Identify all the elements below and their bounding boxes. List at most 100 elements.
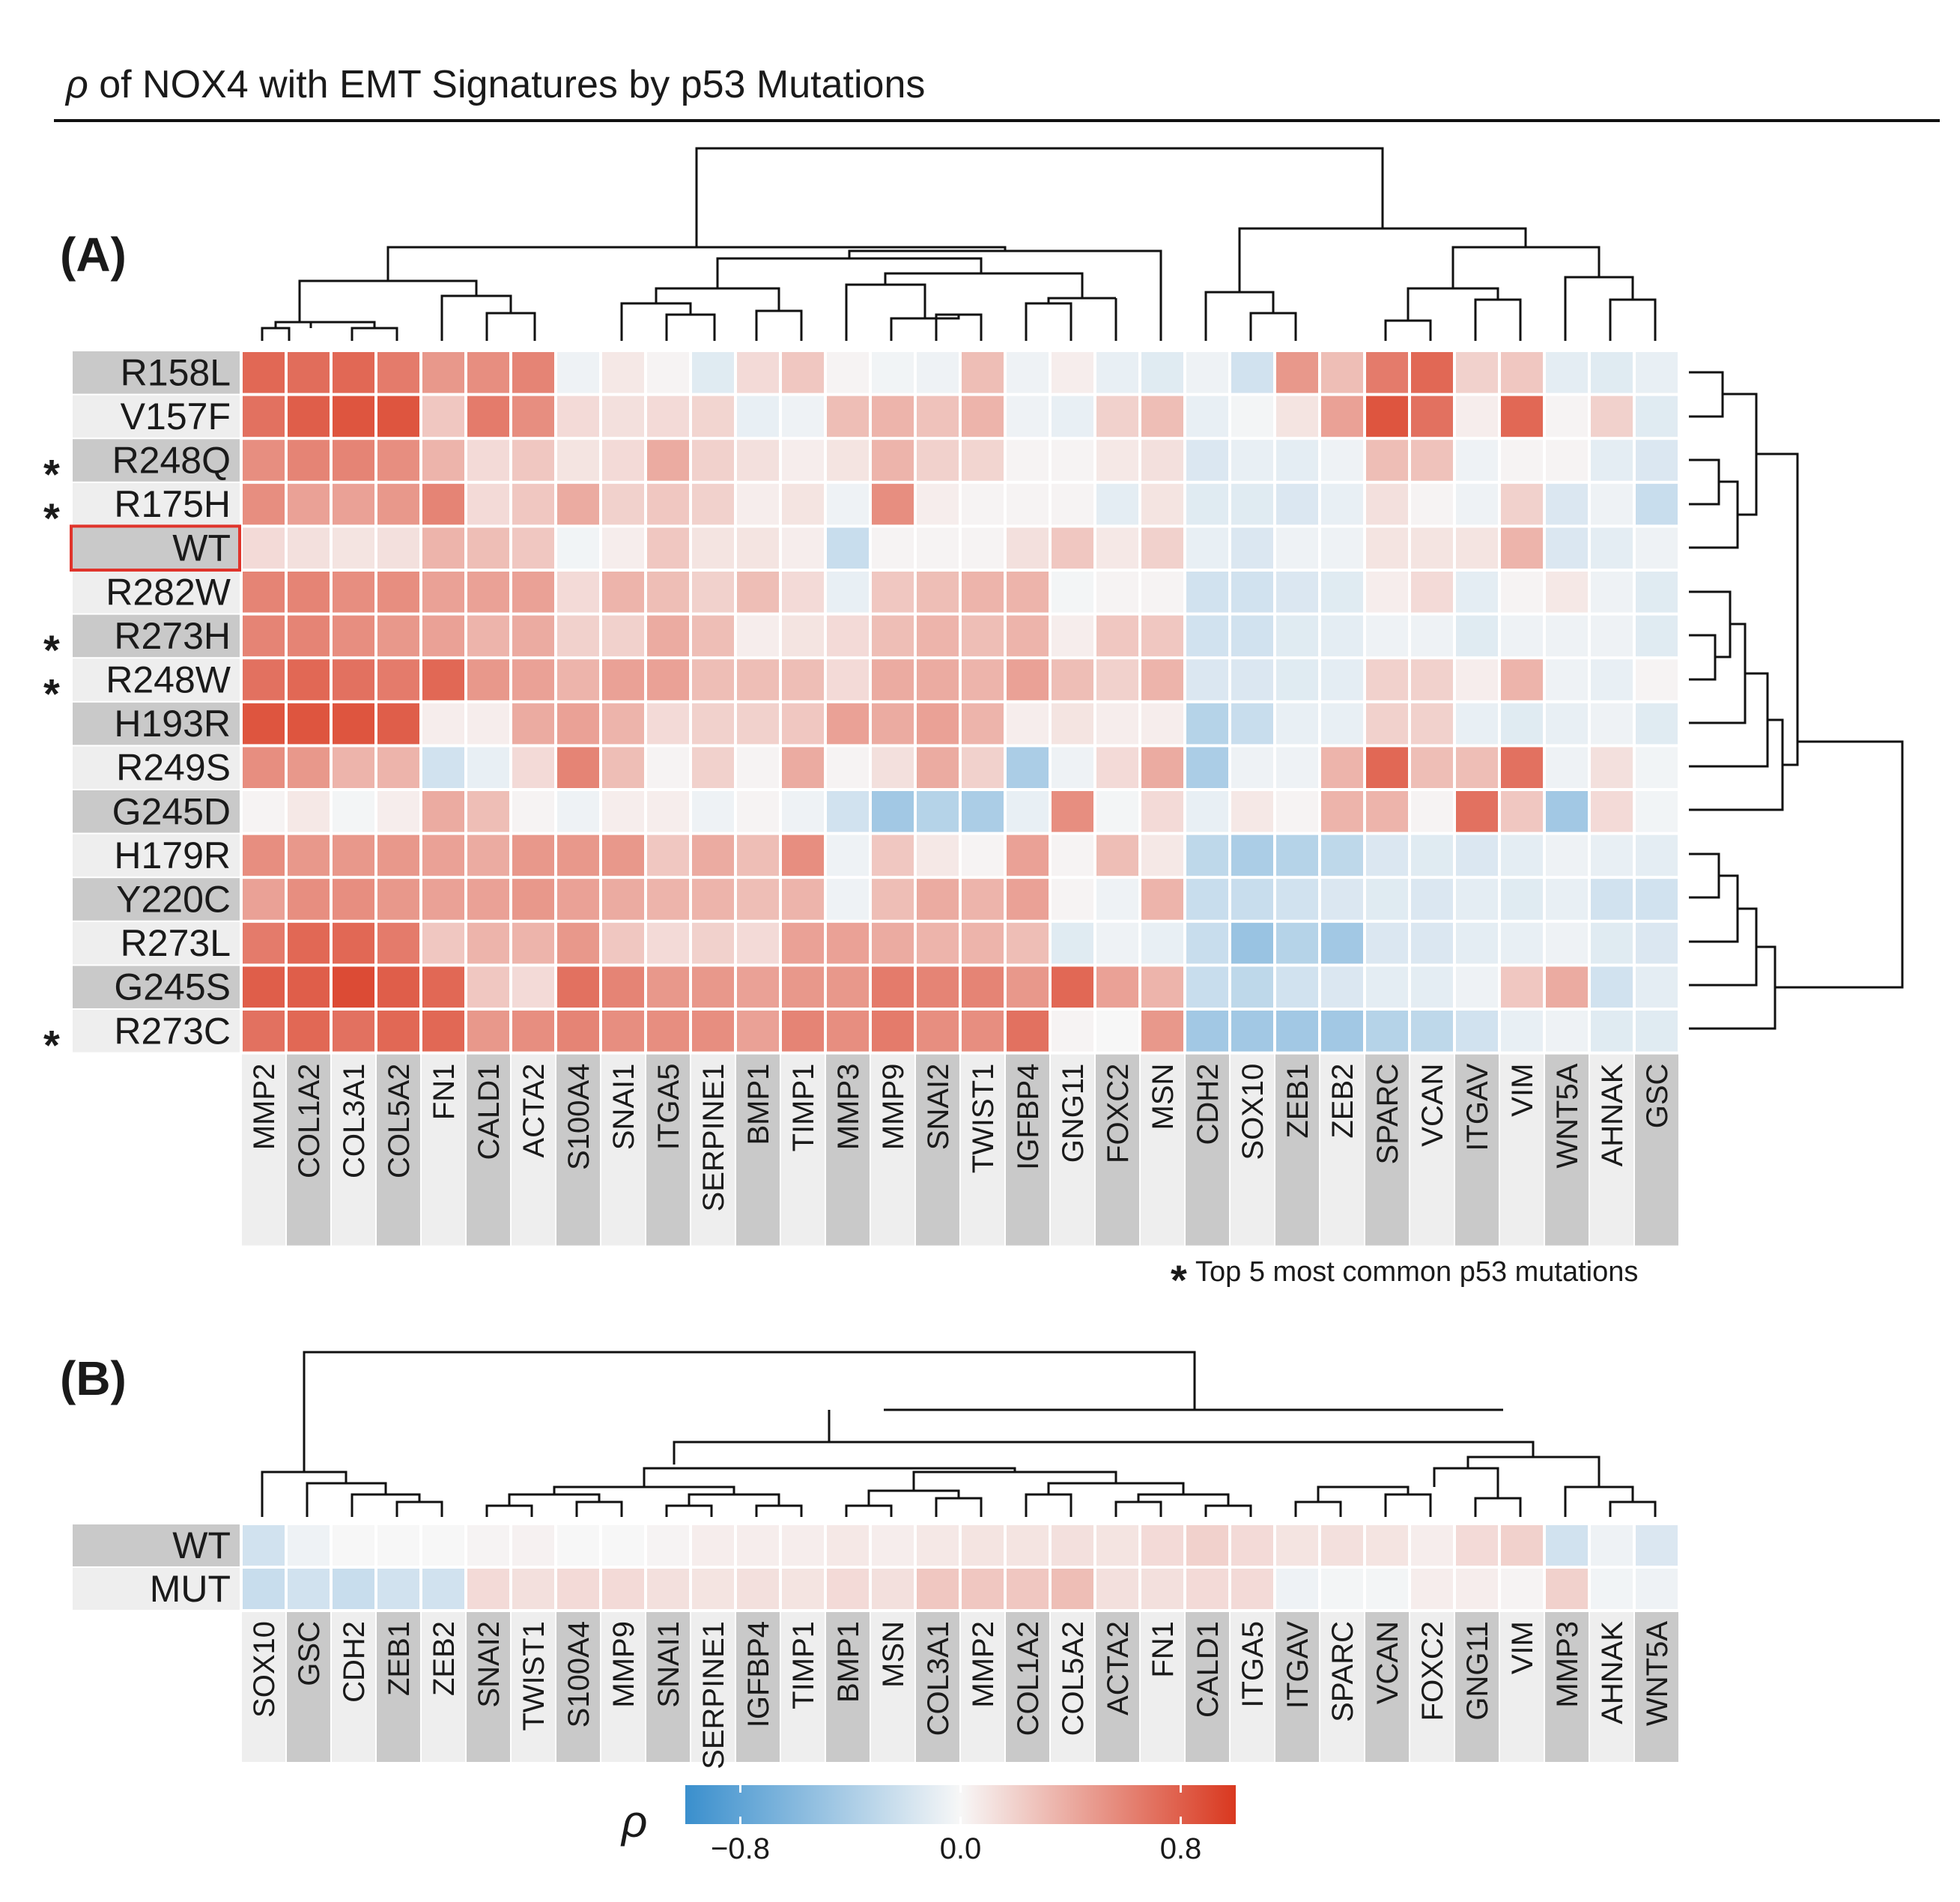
- colorbar-ticks: −0.8 0.0 0.8: [711, 1785, 1201, 1865]
- heatmap-cell: [1546, 1011, 1588, 1052]
- dendro-a-col-branch: [1047, 297, 1116, 303]
- heatmap-cell: [917, 835, 959, 876]
- heatmap-cell: [1456, 1011, 1498, 1052]
- heatmap-cell: [557, 396, 599, 437]
- heatmap-cell: [962, 615, 1004, 657]
- heatmap-cell: [377, 396, 419, 437]
- heatmap-cell: [1546, 615, 1588, 657]
- footnote-star: *: [1171, 1256, 1187, 1303]
- column-label-band: [287, 1612, 330, 1762]
- column-label: ITGAV: [1281, 1621, 1314, 1709]
- column-label-band: [1186, 1612, 1229, 1762]
- dendro-b-branch: [1137, 1493, 1230, 1506]
- heatmap-cell: [1501, 747, 1543, 788]
- heatmap-cell: [1231, 1569, 1273, 1609]
- heatmap-cell: [782, 703, 824, 745]
- heatmap-cell: [1546, 747, 1588, 788]
- heatmap-cell: [737, 527, 779, 569]
- heatmap-cell: [1591, 922, 1633, 964]
- panel-a-label: (A): [60, 228, 127, 282]
- heatmap-cell: [288, 572, 330, 613]
- heatmap-cell: [422, 703, 464, 745]
- column-label: WNT5A: [1641, 1621, 1674, 1726]
- wt-highlight-box: [70, 524, 241, 572]
- heatmap-cell: [1591, 966, 1633, 1008]
- heatmap-cell: [557, 572, 599, 613]
- row-label: R282W: [106, 571, 231, 613]
- heatmap-cell: [647, 703, 689, 745]
- heatmap-cell: [692, 615, 734, 657]
- heatmap-cell: [782, 440, 824, 481]
- heatmap-cell: [288, 440, 330, 481]
- heatmap-cell: [1141, 922, 1183, 964]
- heatmap-cell: [1546, 1569, 1588, 1609]
- heatmap-cell: [737, 396, 779, 437]
- heatmap-cell: [782, 1011, 824, 1052]
- heatmap-cell: [1052, 922, 1093, 964]
- column-label: MMP9: [877, 1064, 910, 1151]
- heatmap-cell: [782, 1569, 824, 1609]
- column-label: CALD1: [473, 1064, 506, 1160]
- dendro-a-col-branch: [1204, 291, 1275, 341]
- heatmap-cell: [557, 352, 599, 393]
- heatmap-cell: [512, 703, 554, 745]
- heatmap-cell: [557, 966, 599, 1008]
- heatmap-cell: [1501, 922, 1543, 964]
- row-label-band: [73, 878, 240, 921]
- heatmap-cell: [1411, 572, 1453, 613]
- heatmap-cell: [1366, 572, 1408, 613]
- heatmap-cell: [1591, 352, 1633, 393]
- row-label-band: [73, 1524, 240, 1566]
- heatmap-cell: [872, 747, 914, 788]
- heatmap-cell: [1276, 791, 1318, 832]
- heatmap-cell: [827, 879, 869, 920]
- panel-a-column-label-bands: [242, 1054, 1678, 1246]
- column-label-band: [556, 1612, 600, 1762]
- heatmap-cell: [243, 396, 285, 437]
- heatmap-cell: [692, 791, 734, 832]
- heatmap-cell: [917, 1011, 959, 1052]
- heatmap-cell: [737, 572, 779, 613]
- row-label-band: [73, 834, 240, 877]
- dendro-b-branch: [688, 1493, 780, 1506]
- heatmap-cell: [1321, 703, 1363, 745]
- heatmap-cell: [602, 1011, 644, 1052]
- heatmap-cell: [1007, 922, 1049, 964]
- heatmap-cell: [782, 396, 824, 437]
- heatmap-cell: [1186, 1011, 1228, 1052]
- heatmap-cell: [422, 879, 464, 920]
- heatmap-cell: [1231, 791, 1273, 832]
- heatmap-cell: [737, 791, 779, 832]
- heatmap-cell: [1321, 1011, 1363, 1052]
- heatmap-cell: [1096, 352, 1138, 393]
- heatmap-cell: [602, 1525, 644, 1566]
- heatmap-cell: [782, 791, 824, 832]
- heatmap-cell: [782, 615, 824, 657]
- column-label-band: [1500, 1612, 1544, 1762]
- column-label-band: [556, 1054, 600, 1246]
- heatmap-cell: [557, 527, 599, 569]
- column-label-band: [1590, 1054, 1633, 1246]
- heatmap-cell: [1007, 1569, 1049, 1609]
- heatmap-cell: [1321, 659, 1363, 700]
- heatmap-cell: [1591, 1569, 1633, 1609]
- panel-a-row-dendrogram: [1689, 371, 1904, 1030]
- row-label: Y220C: [116, 879, 231, 921]
- heatmap-cell: [827, 352, 869, 393]
- heatmap-cell: [872, 396, 914, 437]
- row-label-band: [73, 790, 240, 833]
- heatmap-cell: [1366, 352, 1408, 393]
- column-label-band: [287, 1054, 330, 1246]
- column-label: ITGAV: [1461, 1063, 1494, 1151]
- heatmap-cell: [602, 747, 644, 788]
- heatmap-cell: [1231, 835, 1273, 876]
- heatmap-cell: [1456, 1525, 1498, 1566]
- heatmap-cell: [1052, 791, 1093, 832]
- heatmap-cell: [737, 835, 779, 876]
- dendro-a-col-branch: [1238, 227, 1527, 292]
- heatmap-cell: [1096, 835, 1138, 876]
- heatmap-cell: [1321, 1569, 1363, 1609]
- heatmap-cell: [1096, 966, 1138, 1008]
- heatmap-cell: [512, 396, 554, 437]
